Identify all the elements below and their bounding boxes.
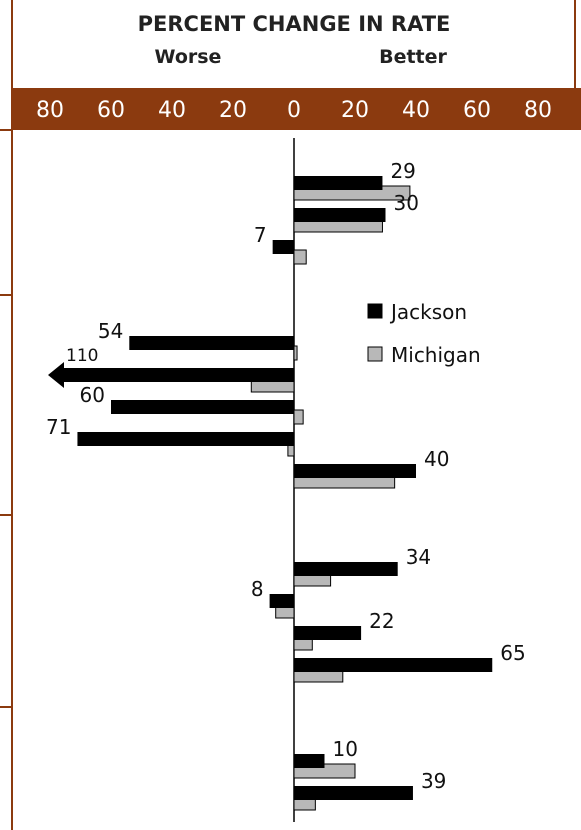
- bar-jackson: [294, 754, 325, 768]
- data-label: 71: [46, 415, 71, 439]
- bar-jackson: [294, 562, 398, 576]
- data-label: 10: [333, 737, 358, 761]
- data-label: 22: [369, 609, 394, 633]
- bar-jackson: [294, 464, 416, 478]
- tick-label: 60: [463, 98, 491, 123]
- worse-label: Worse: [155, 46, 222, 68]
- data-label: 54: [98, 319, 123, 343]
- tick-label: 0: [287, 98, 301, 123]
- bar-jackson: [294, 626, 362, 640]
- bar-jackson: [269, 594, 294, 608]
- better-label: Better: [379, 46, 447, 68]
- tick-label: 20: [219, 98, 247, 123]
- data-label: 110: [66, 346, 98, 366]
- left-rule: [0, 0, 13, 830]
- data-label: 60: [80, 383, 105, 407]
- bar-jackson: [294, 658, 493, 672]
- bar-jackson: [111, 400, 294, 414]
- bar-jackson: [77, 432, 294, 446]
- data-label: 8: [251, 577, 264, 601]
- data-label: 29: [390, 159, 415, 183]
- tick-label: 40: [402, 98, 430, 123]
- data-label: 65: [500, 641, 525, 665]
- tick-label: 80: [36, 98, 64, 123]
- bar-michigan: [293, 249, 307, 265]
- bar-michigan: [293, 345, 298, 361]
- tick-label: 20: [341, 98, 369, 123]
- legend-label-jackson: Jackson: [389, 300, 467, 324]
- bar-jackson: [48, 362, 294, 388]
- data-label: 7: [254, 223, 267, 247]
- data-label: 40: [424, 447, 449, 471]
- axis-band: [12, 88, 581, 130]
- legend: Jackson Michigan: [367, 300, 481, 367]
- bar-jackson: [294, 786, 413, 800]
- bar-jackson: [294, 176, 383, 190]
- legend-swatch-jackson: [367, 303, 383, 319]
- data-label: 34: [406, 545, 431, 569]
- tick-label: 60: [97, 98, 125, 123]
- data-label: 39: [421, 769, 446, 793]
- bar-jackson: [129, 336, 294, 350]
- data-label: 30: [394, 191, 419, 215]
- legend-label-michigan: Michigan: [391, 343, 481, 367]
- tick-label: 80: [524, 98, 552, 123]
- bar-michigan: [293, 409, 304, 425]
- chart-title: PERCENT CHANGE IN RATE: [138, 12, 451, 36]
- bars: [48, 176, 493, 811]
- tick-label: 40: [158, 98, 186, 123]
- bar-jackson: [294, 208, 386, 222]
- tick-labels: 80 60 40 20 0 20 40 60 80: [36, 98, 552, 123]
- legend-swatch-michigan: [367, 346, 383, 362]
- bar-jackson: [272, 240, 294, 254]
